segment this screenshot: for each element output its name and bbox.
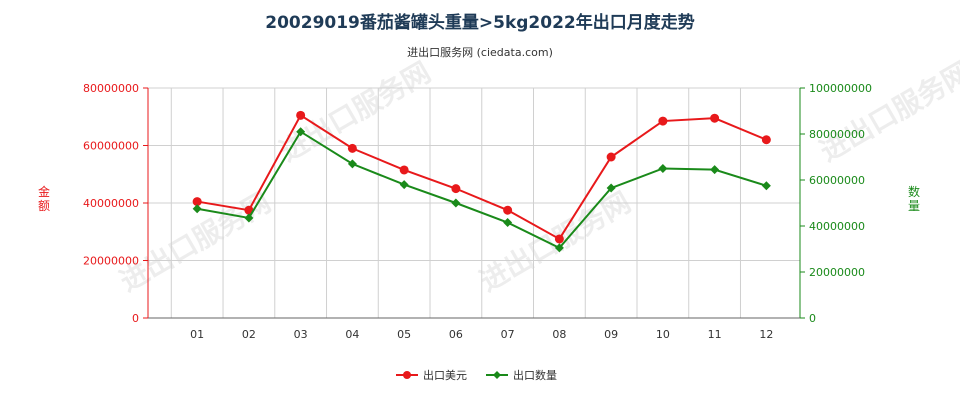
series-1-point-01 <box>192 204 202 214</box>
x-tick-label-07: 07 <box>501 328 515 341</box>
x-tick-label-12: 12 <box>759 328 773 341</box>
series-0-point-11 <box>710 113 720 123</box>
y-left-tick-label-4: 80000000 <box>83 82 139 95</box>
y-right-tick-label-1: 20000000 <box>809 266 865 279</box>
x-tick-label-01: 01 <box>190 328 204 341</box>
series-1-point-03 <box>296 127 306 137</box>
series-1-point-10 <box>658 164 668 173</box>
series-0-point-07 <box>503 205 513 215</box>
series-1-point-09 <box>606 183 616 193</box>
series-0-point-12 <box>761 135 771 145</box>
series-0-point-10 <box>658 116 668 126</box>
y-left-tick-label-0: 0 <box>132 312 139 325</box>
y-right-tick-label-2: 40000000 <box>809 220 865 233</box>
series-0-point-06 <box>451 184 461 194</box>
x-tick-label-10: 10 <box>656 328 670 341</box>
series-line-0 <box>196 113 767 241</box>
series-line-1 <box>196 130 767 250</box>
x-tick-label-06: 06 <box>449 328 463 341</box>
x-tick-label-08: 08 <box>552 328 566 341</box>
chart-title: 20029019番茄酱罐头重量>5kg2022年出口月度走势 <box>265 13 695 33</box>
axes-layer: 0 20000000 40000000 60000000 80000000 0 200000… <box>38 82 920 341</box>
y-left-tick-label-3: 60000000 <box>83 140 139 153</box>
y-right-tick-label-4: 80000000 <box>809 128 865 141</box>
legend: 出口美元 出口数量 <box>396 368 557 382</box>
x-tick-label-09: 09 <box>604 328 618 341</box>
series-1-point-07 <box>503 218 513 228</box>
series-1-point-11 <box>710 165 720 175</box>
x-tick-label-04: 04 <box>345 328 359 341</box>
legend-label-1: 出口数量 <box>513 368 557 382</box>
series-1-point-04 <box>347 159 357 169</box>
y-right-axis-title: 数量 <box>908 184 920 213</box>
series-0-point-03 <box>296 110 306 120</box>
x-tick-label-02: 02 <box>242 328 256 341</box>
series-1-point-05 <box>399 180 409 190</box>
legend-marker-1 <box>493 371 501 379</box>
x-tick-label-05: 05 <box>397 328 411 341</box>
series-1-point-02 <box>244 213 254 223</box>
y-left-tick-label-1: 20000000 <box>83 255 139 268</box>
watermark-1: 进出口服务网 <box>474 185 636 298</box>
chart-subtitle: 进出口服务网 (ciedata.com) <box>407 46 553 59</box>
series-0-point-04 <box>347 143 357 153</box>
x-tick-label-11: 11 <box>708 328 722 341</box>
series-1-point-12 <box>761 181 771 191</box>
y-left-axis-title: 金额 <box>38 184 50 213</box>
series-0-point-08 <box>554 234 564 244</box>
legend-label-0: 出口美元 <box>423 368 467 382</box>
y-right-tick-label-0: 0 <box>809 312 816 325</box>
legend-marker-0 <box>403 371 411 379</box>
series-0-point-05 <box>399 165 409 175</box>
series-0-point-01 <box>192 197 202 207</box>
watermark-2: 进出口服务网 <box>814 55 960 168</box>
series-1-point-06 <box>451 198 461 208</box>
series-0-point-09 <box>606 152 616 162</box>
y-left-tick-label-2: 40000000 <box>83 197 139 210</box>
y-right-tick-label-5: 100000000 <box>809 82 872 95</box>
grid-layer <box>148 87 801 319</box>
series-layer <box>192 110 771 253</box>
series-1-point-08 <box>554 243 564 253</box>
y-right-tick-label-3: 60000000 <box>809 174 865 187</box>
x-tick-label-03: 03 <box>294 328 308 341</box>
